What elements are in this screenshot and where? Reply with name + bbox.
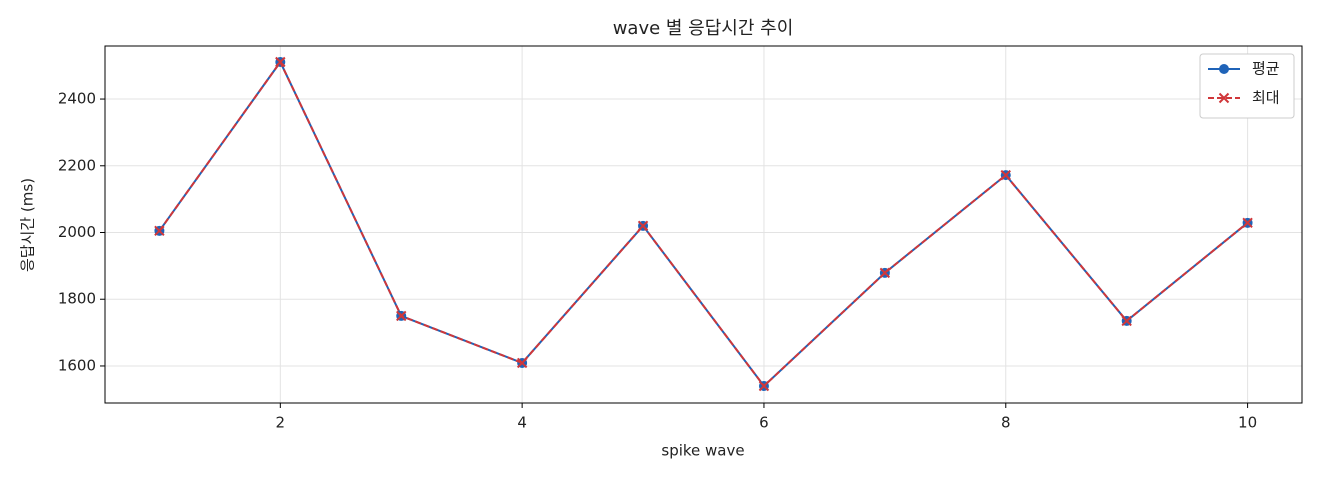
y-tick-label: 2400 (58, 90, 96, 108)
point (516, 357, 528, 369)
legend-marker (1219, 64, 1229, 74)
legend-marker (1218, 92, 1230, 104)
chart-title: wave 별 응답시간 추이 (613, 18, 794, 39)
y-tick-label: 1800 (58, 290, 96, 308)
x-axis-title: spike wave (661, 442, 744, 460)
point (637, 220, 649, 232)
x-tick-label: 6 (759, 414, 769, 432)
x-tick-label: 10 (1238, 414, 1257, 432)
x-tick-label: 4 (517, 414, 527, 432)
series-line (158, 60, 1249, 388)
point (154, 225, 165, 237)
plot-frame (104, 45, 1303, 404)
legend-box (1199, 53, 1295, 119)
legend-label: 평균 (1252, 60, 1280, 78)
x-tick-label: 2 (276, 414, 286, 432)
y-tick-label: 2200 (58, 156, 96, 174)
legend-label: 최대 (1252, 89, 1280, 107)
series-line (158, 60, 1249, 388)
point (879, 267, 891, 279)
point (396, 310, 407, 322)
point (275, 56, 286, 68)
y-tick-label: 2000 (58, 223, 96, 241)
y-tick-label: 1600 (58, 356, 96, 374)
point (1242, 217, 1253, 229)
point (758, 380, 770, 392)
x-tick-label: 8 (1001, 414, 1011, 432)
y-axis-title: 응답시간 (ms) (19, 178, 37, 272)
point (1121, 315, 1132, 327)
point (1000, 169, 1011, 181)
